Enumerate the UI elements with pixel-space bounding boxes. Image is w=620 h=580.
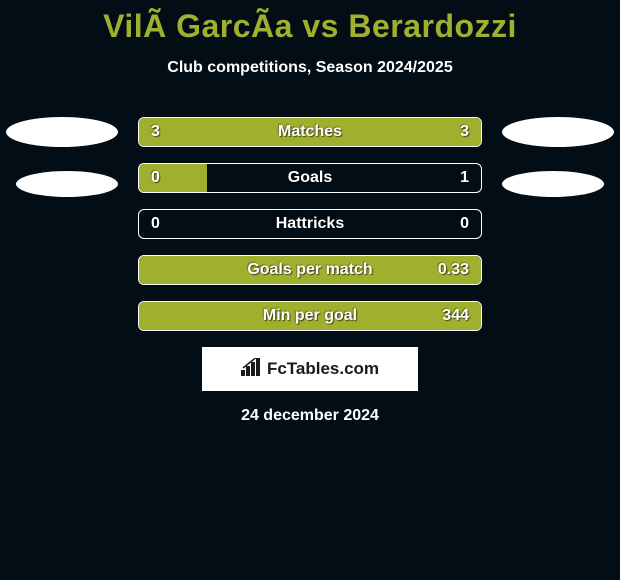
avatar-placeholder xyxy=(16,171,118,197)
brand-label: FcTables.com xyxy=(241,358,379,381)
page-title: VilÃ GarcÃ­a vs Berardozzi xyxy=(0,8,620,45)
stat-row: 0Goals1 xyxy=(138,163,482,193)
stat-value-right: 344 xyxy=(442,307,469,325)
brand-text: FcTables.com xyxy=(267,359,379,379)
avatar-placeholder xyxy=(502,117,614,147)
player-right-avatars xyxy=(502,117,614,221)
player-left-avatars xyxy=(6,117,118,221)
stat-label: Matches xyxy=(139,123,481,141)
avatar-placeholder xyxy=(502,171,604,197)
stat-bars: 3Matches30Goals10Hattricks0Goals per mat… xyxy=(138,117,482,331)
brand-box[interactable]: FcTables.com xyxy=(202,347,418,391)
stat-row: 0Hattricks0 xyxy=(138,209,482,239)
stats-area: 3Matches30Goals10Hattricks0Goals per mat… xyxy=(0,117,620,331)
subtitle: Club competitions, Season 2024/2025 xyxy=(0,59,620,77)
date-label: 24 december 2024 xyxy=(0,407,620,425)
avatar-placeholder xyxy=(6,117,118,147)
stat-label: Goals per match xyxy=(139,261,481,279)
stat-value-right: 1 xyxy=(460,169,469,187)
stat-row: Min per goal344 xyxy=(138,301,482,331)
stat-label: Min per goal xyxy=(139,307,481,325)
stat-value-right: 0.33 xyxy=(438,261,469,279)
chart-icon xyxy=(241,358,263,381)
stat-label: Goals xyxy=(139,169,481,187)
stat-label: Hattricks xyxy=(139,215,481,233)
stat-row: 3Matches3 xyxy=(138,117,482,147)
stat-value-right: 3 xyxy=(460,123,469,141)
stat-row: Goals per match0.33 xyxy=(138,255,482,285)
comparison-container: VilÃ GarcÃ­a vs Berardozzi Club competit… xyxy=(0,0,620,425)
stat-value-right: 0 xyxy=(460,215,469,233)
